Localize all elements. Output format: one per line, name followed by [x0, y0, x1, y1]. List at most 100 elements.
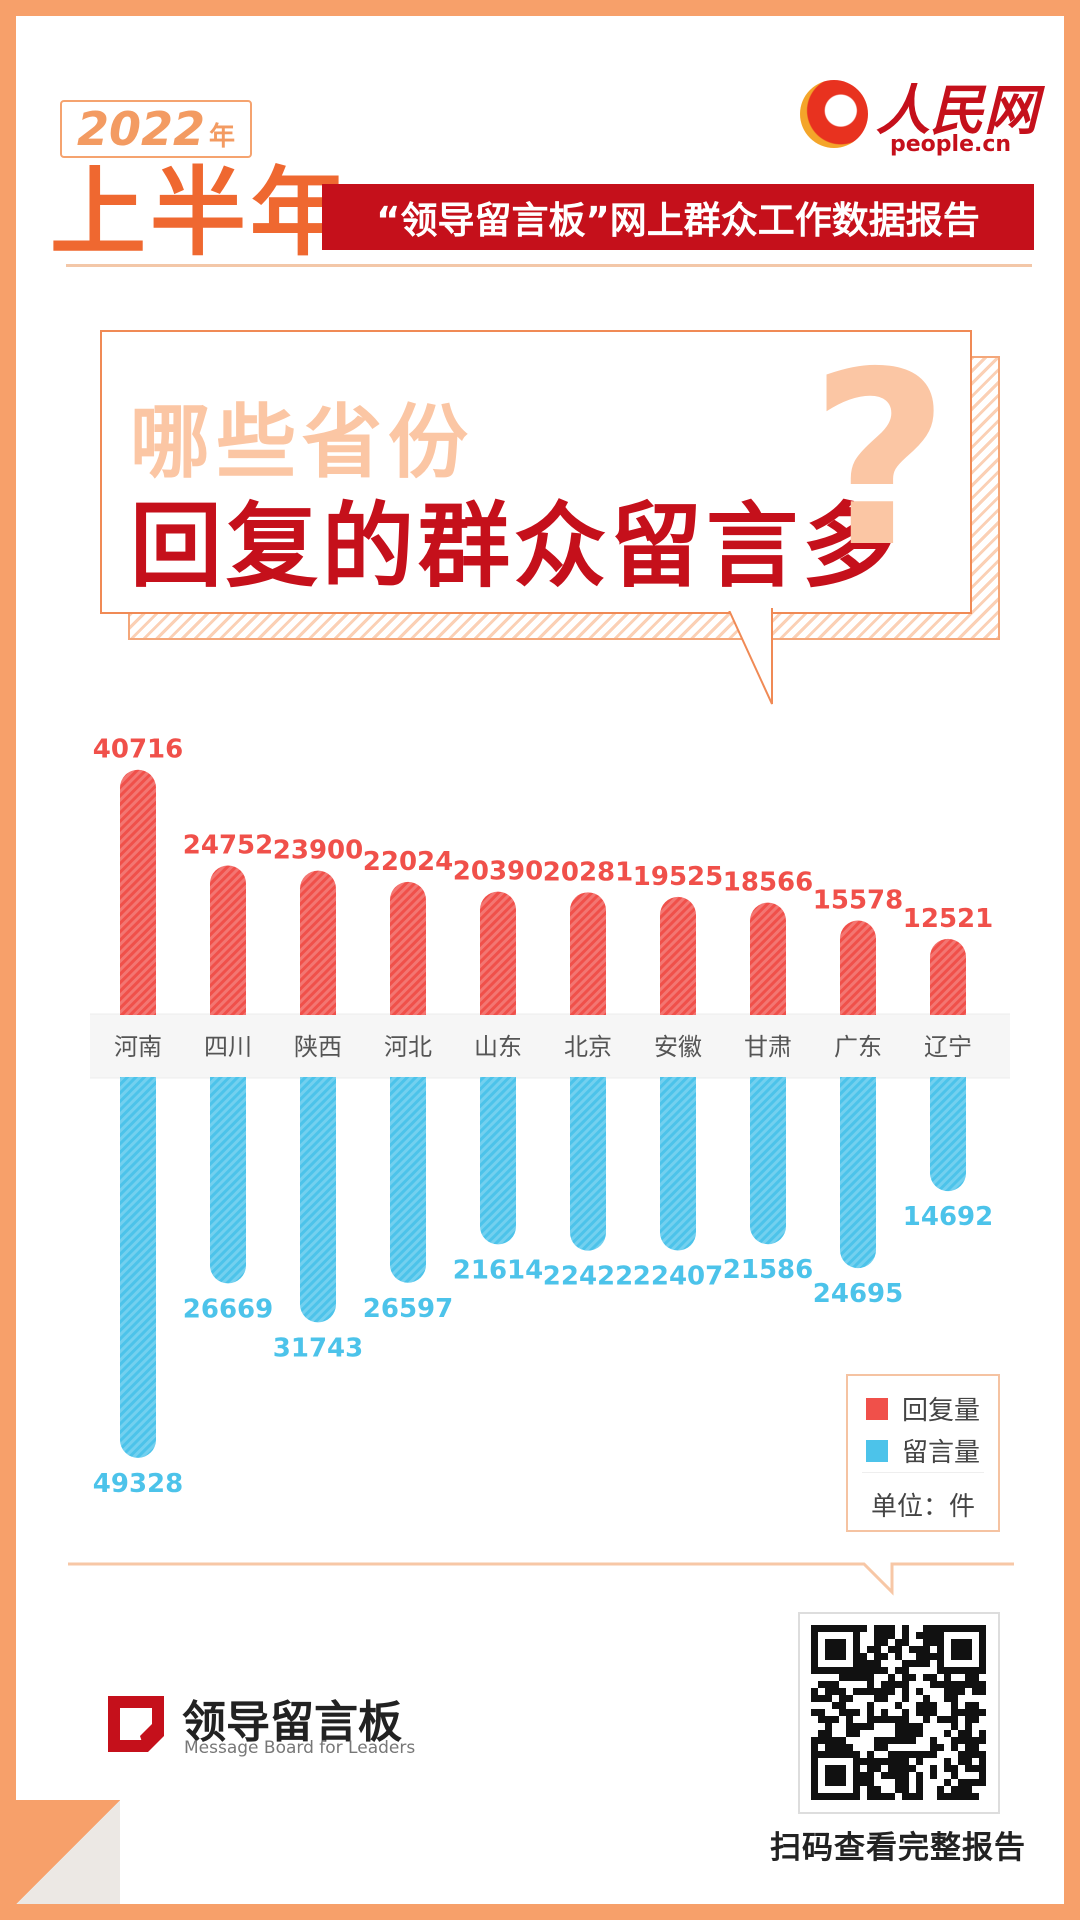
qr-module: [853, 1709, 860, 1716]
qr-module: [825, 1723, 832, 1730]
value-label-message-6: 22407: [633, 1262, 723, 1292]
qr-module: [867, 1681, 874, 1688]
qr-module: [832, 1702, 839, 1709]
qr-module: [958, 1786, 965, 1793]
qr-module: [916, 1730, 923, 1737]
value-label-message-0: 49328: [93, 1469, 183, 1499]
qr-module: [818, 1681, 825, 1688]
qr-module: [979, 1709, 986, 1716]
bar-message-hatch-3: [390, 1058, 426, 1283]
qr-module: [979, 1737, 986, 1744]
qr-module: [958, 1737, 965, 1744]
qr-module: [965, 1793, 972, 1800]
qr-module: [909, 1737, 916, 1744]
qr-module: [923, 1716, 930, 1723]
qr-module: [930, 1751, 937, 1758]
qr-module: [951, 1737, 958, 1744]
category-label-bg-3: [386, 1015, 430, 1077]
qr-module: [874, 1625, 881, 1632]
category-label-3: 河北: [384, 1033, 432, 1061]
category-label-2: 陕西: [294, 1033, 342, 1061]
legend-swatch-reply: [866, 1397, 888, 1420]
qr-module: [895, 1723, 902, 1730]
qr-module: [853, 1723, 860, 1730]
qr-module: [881, 1653, 888, 1660]
qr-module: [923, 1751, 930, 1758]
legend-label-reply: 回复量: [902, 1396, 981, 1426]
qr-module: [811, 1695, 818, 1702]
qr-module: [839, 1688, 846, 1695]
qr-module: [881, 1793, 888, 1800]
qr-module: [979, 1751, 986, 1758]
qr-module: [902, 1716, 909, 1723]
qr-module: [818, 1709, 825, 1716]
qr-module: [874, 1793, 881, 1800]
qr-module: [895, 1772, 902, 1779]
qr-module: [944, 1716, 951, 1723]
category-label-bg-0: [116, 1015, 160, 1077]
qr-module: [916, 1758, 923, 1765]
qr-module: [909, 1751, 916, 1758]
qr-module: [902, 1793, 909, 1800]
qr-module: [930, 1709, 937, 1716]
legend-label-message: 留言量: [902, 1438, 981, 1468]
qr-module: [839, 1744, 846, 1751]
qr-module: [895, 1737, 902, 1744]
qr-module: [811, 1709, 818, 1716]
category-label-bg-5: [566, 1015, 610, 1077]
bar-reply-hatch-4: [480, 891, 516, 1034]
qr-module: [839, 1674, 846, 1681]
qr-module: [923, 1660, 930, 1667]
message-board-logo-icon: [108, 1696, 164, 1752]
people-logo-text: 人民网: [876, 79, 1038, 142]
qr-module: [979, 1730, 986, 1737]
category-label-7: 甘肃: [744, 1033, 792, 1061]
qr-module: [902, 1737, 909, 1744]
qr-caption: 扫码查看完整报告: [770, 1830, 1026, 1866]
qr-module: [972, 1744, 979, 1751]
category-label-0: 河南: [114, 1033, 162, 1061]
qr-module: [951, 1695, 958, 1702]
qr-module: [860, 1779, 867, 1786]
category-label-bg-2: [296, 1015, 340, 1077]
value-label-reply-2: 23900: [273, 836, 363, 866]
qr-module: [839, 1737, 846, 1744]
qr-module: [902, 1709, 909, 1716]
qr-module: [965, 1737, 972, 1744]
qr-module: [930, 1639, 937, 1646]
qr-module: [867, 1646, 874, 1653]
qr-module: [888, 1772, 895, 1779]
qr-module: [909, 1765, 916, 1772]
qr-module: [839, 1709, 846, 1716]
qr-module: [958, 1758, 965, 1765]
value-label-message-9: 14692: [903, 1202, 993, 1232]
qr-module: [867, 1793, 874, 1800]
qr-module: [867, 1660, 874, 1667]
qr-module: [888, 1793, 895, 1800]
qr-module: [874, 1695, 881, 1702]
qr-module: [916, 1632, 923, 1639]
qr-module: [958, 1751, 965, 1758]
qr-module: [874, 1632, 881, 1639]
qr-module: [951, 1681, 958, 1688]
qr-module: [930, 1702, 937, 1709]
qr-module: [825, 1688, 832, 1695]
qr-module: [951, 1702, 958, 1709]
qr-module: [965, 1723, 972, 1730]
qr-finder-2: [825, 1765, 846, 1786]
bubble-tail: [728, 608, 773, 705]
qr-code[interactable]: [798, 1612, 1000, 1814]
qr-module: [902, 1765, 909, 1772]
qr-module: [895, 1716, 902, 1723]
qr-module: [930, 1681, 937, 1688]
qr-module: [979, 1765, 986, 1772]
qr-module: [839, 1695, 846, 1702]
qr-module: [951, 1709, 958, 1716]
qr-module: [972, 1681, 979, 1688]
qr-module: [958, 1688, 965, 1695]
people-logo-url: people.cn: [890, 132, 1012, 157]
qr-module: [916, 1709, 923, 1716]
value-label-reply-8: 15578: [813, 886, 903, 916]
qr-module: [965, 1751, 972, 1758]
qr-module: [860, 1660, 867, 1667]
